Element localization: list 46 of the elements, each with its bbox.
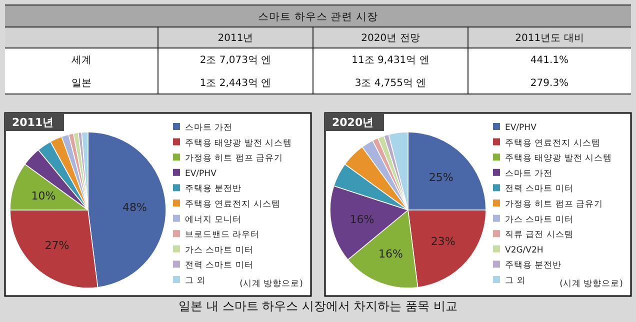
data-label: 48% [122,201,147,214]
legend-label: 주택용 분전반 [505,260,562,271]
legend-label: 에너지 모니터 [185,214,242,225]
category-label: 2011년도 대비 [515,33,584,44]
legend-label: 직류 급전 시스템 [505,230,574,240]
data-label: 27% [44,239,70,252]
text: 441.1% [530,55,569,66]
category-label: 일본 [72,78,92,89]
data-label: 16% [350,212,374,226]
data-label: 23% [430,234,456,248]
legend-label: EV/PHV [505,123,537,133]
text: 3조 4,755억 엔 [354,78,426,89]
text: (시계 방향으로) [560,279,623,289]
legend-label: 주택용 연료전지 시스템 [185,200,280,210]
data-label: 25% [428,170,454,184]
category-label: 2011년 [218,33,254,44]
text: (시계 방향으로) [240,279,303,289]
text: 일본 내 스마트 하우스 시장에서 차지하는 품목 비교 [178,299,458,313]
legend-label: 주택용 태양광 발전 시스템 [505,154,612,164]
legend-label: 가스 스마트 미터 [505,214,574,225]
legend-label: 가정용 히트 펌프 급유기 [505,200,604,210]
data-label: 16% [378,248,403,261]
text: 스마트 하우스 관련 시장 [258,11,378,23]
legend-label: 브로드밴드 라우터 [185,230,260,240]
legend-label: 주택용 태양광 발전 시스템 [185,138,292,148]
data-label: 10% [31,190,56,203]
legend-label: 스마트 가전 [505,168,553,179]
legend-label: 가정용 히트 펌프 급유기 [185,154,284,164]
text: 2조 7,073억 엔 [200,55,272,66]
legend-label: 가스 스마트 미터 [185,245,254,256]
legend-label: 그 외 [505,276,526,286]
category-label: 세계 [72,55,92,66]
legend-label: 전력 스마트 미터 [185,260,254,271]
legend-label: 스마트 가전 [185,123,233,133]
text: 11조 9,431억 엔 [352,55,430,66]
text: 1조 2,443억 엔 [200,78,272,89]
legend-label: 주택용 분전반 [185,184,242,194]
chart-title: 2020년 [332,116,374,129]
category-label: 2020년 전망 [361,33,420,44]
chart-title: 2011년 [12,116,54,129]
legend-label: EV/PHV [185,168,217,179]
legend-label: 그 외 [185,276,206,286]
text: 279.3% [530,78,569,89]
legend-label: V2G/V2H [505,245,544,256]
legend-label: 전력 스마트 미터 [505,184,574,194]
legend-label: 주택용 연료전지 시스템 [505,138,600,148]
